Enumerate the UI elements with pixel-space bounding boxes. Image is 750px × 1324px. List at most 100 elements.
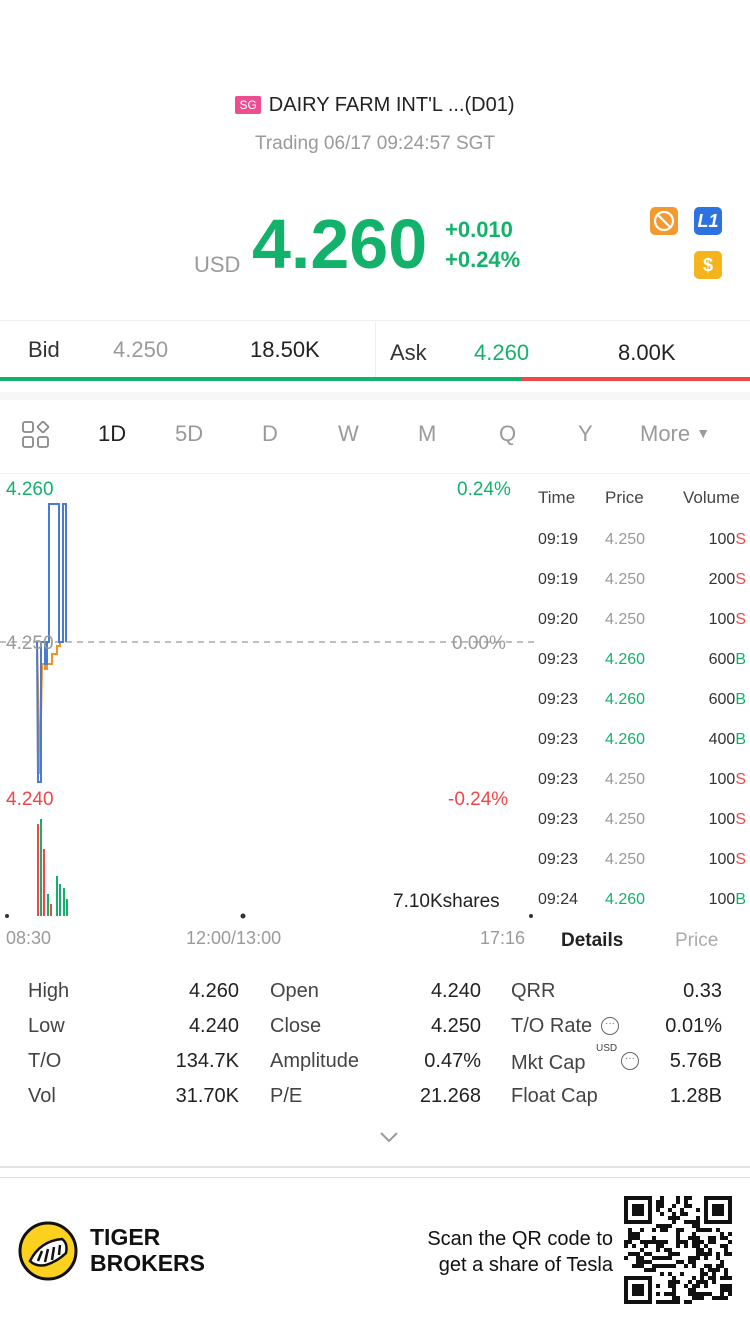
qr-module: [656, 1224, 660, 1228]
qr-module: [672, 1284, 676, 1288]
price-change-pct: +0.24%: [445, 247, 521, 272]
tab-day[interactable]: D: [262, 421, 278, 446]
qr-module: [684, 1220, 688, 1224]
tab-month[interactable]: M: [418, 421, 437, 446]
qr-module: [628, 1232, 632, 1236]
volume-label: 7.10Kshares: [393, 891, 500, 912]
qr-module: [632, 1232, 636, 1236]
qr-module: [700, 1296, 704, 1300]
qr-module: [668, 1272, 672, 1276]
qr-module: [660, 1212, 664, 1216]
chart-layout-icon[interactable]: [22, 420, 50, 454]
tab-details[interactable]: Details: [561, 930, 624, 951]
qr-module: [664, 1256, 668, 1260]
tab-quarter[interactable]: Q: [499, 421, 517, 446]
grid-icon: [22, 420, 50, 448]
tab-5d[interactable]: 5D: [175, 421, 204, 446]
stat-qrr: 0.33: [683, 980, 722, 1002]
info-icon[interactable]: ···: [621, 1052, 639, 1070]
qr-module: [724, 1244, 728, 1248]
qr-module: [696, 1244, 700, 1248]
qr-module: [672, 1220, 676, 1224]
qr-module: [684, 1240, 688, 1244]
qr-module: [676, 1228, 680, 1232]
stat-mktcap: 5.76B: [669, 1050, 722, 1072]
trade-vol-value: 600: [708, 651, 736, 668]
trade-vol-value: 100: [708, 811, 736, 828]
qr-module: [700, 1276, 704, 1280]
qr-module: [684, 1244, 688, 1248]
tab-week[interactable]: W: [338, 421, 359, 446]
qr-module: [672, 1300, 676, 1304]
qr-module: [696, 1224, 700, 1228]
qr-module: [624, 1256, 628, 1260]
qr-module: [688, 1260, 692, 1264]
tab-price[interactable]: Price: [675, 930, 719, 951]
trade-volume: 400B: [709, 731, 746, 749]
qr-module: [668, 1256, 672, 1260]
stock-name: DAIRY FARM INT'L ...(D01): [268, 94, 515, 116]
qr-module: [708, 1228, 712, 1232]
tiger-icon: [18, 1221, 78, 1281]
trade-price: 4.250: [605, 771, 646, 788]
tab-more[interactable]: More ▼: [640, 421, 710, 447]
qr-module: [700, 1240, 704, 1244]
qr-module: [624, 1240, 628, 1244]
bid-ask-divider: [375, 322, 376, 377]
trades-header-price: Price: [605, 488, 644, 507]
qr-module: [704, 1228, 708, 1232]
qr-module: [712, 1276, 716, 1280]
qr-module: [652, 1240, 656, 1244]
volume-bar: [40, 819, 42, 916]
chevron-down-icon: [380, 1132, 398, 1143]
pct-high-label: 0.24%: [457, 479, 511, 500]
x-label-close: 17:16: [480, 928, 526, 948]
x-label-lunch: 12:00/13:00: [186, 928, 282, 948]
trade-row: 09:20 4.250 100S: [538, 611, 746, 651]
no-short-icon[interactable]: [650, 207, 678, 235]
qr-module: [632, 1204, 644, 1216]
qr-module: [656, 1292, 660, 1296]
info-icon[interactable]: ···: [601, 1017, 619, 1035]
qr-module: [644, 1244, 648, 1248]
qr-module: [688, 1204, 692, 1208]
qr-module: [676, 1236, 680, 1240]
qr-module: [644, 1260, 648, 1264]
trades-header-time: Time: [538, 488, 576, 507]
qr-module: [720, 1236, 724, 1240]
volume-bar: [37, 824, 39, 916]
trade-time: 09:19: [538, 531, 579, 548]
qr-module: [644, 1252, 648, 1256]
volume-bar: [59, 884, 61, 916]
x-label-open: 08:30: [6, 928, 52, 948]
qr-module: [656, 1256, 660, 1260]
trade-vol-value: 600: [708, 691, 736, 708]
trade-row: 09:23 4.250 100S: [538, 771, 746, 811]
qr-module: [672, 1252, 676, 1256]
intraday-chart[interactable]: [0, 474, 535, 924]
qr-module: [632, 1284, 644, 1296]
price-line: [36, 503, 67, 783]
x-tick-dot: [5, 914, 9, 918]
expand-chevron-icon[interactable]: [378, 1130, 400, 1149]
dollar-icon[interactable]: $: [694, 251, 722, 279]
qr-module: [728, 1284, 732, 1288]
stat-pe-label: P/E: [270, 1085, 303, 1107]
stat-to: 134.7K: [175, 1050, 239, 1072]
qr-module: [684, 1300, 688, 1304]
stat-close-label: Close: [270, 1015, 322, 1037]
tab-1d[interactable]: 1D: [98, 421, 127, 446]
trade-volume: 100S: [709, 611, 746, 629]
qr-module: [640, 1256, 644, 1260]
qr-code[interactable]: [624, 1196, 732, 1309]
level1-icon[interactable]: L1: [694, 207, 722, 235]
qr-module: [692, 1264, 696, 1268]
qr-module: [648, 1240, 652, 1244]
trade-vol-value: 100: [708, 771, 736, 788]
trade-side: B: [735, 651, 746, 668]
qr-module: [672, 1292, 676, 1296]
qr-module: [632, 1236, 636, 1240]
tab-year[interactable]: Y: [578, 421, 593, 446]
trade-volume: 100B: [709, 891, 746, 909]
qr-module: [668, 1224, 672, 1228]
